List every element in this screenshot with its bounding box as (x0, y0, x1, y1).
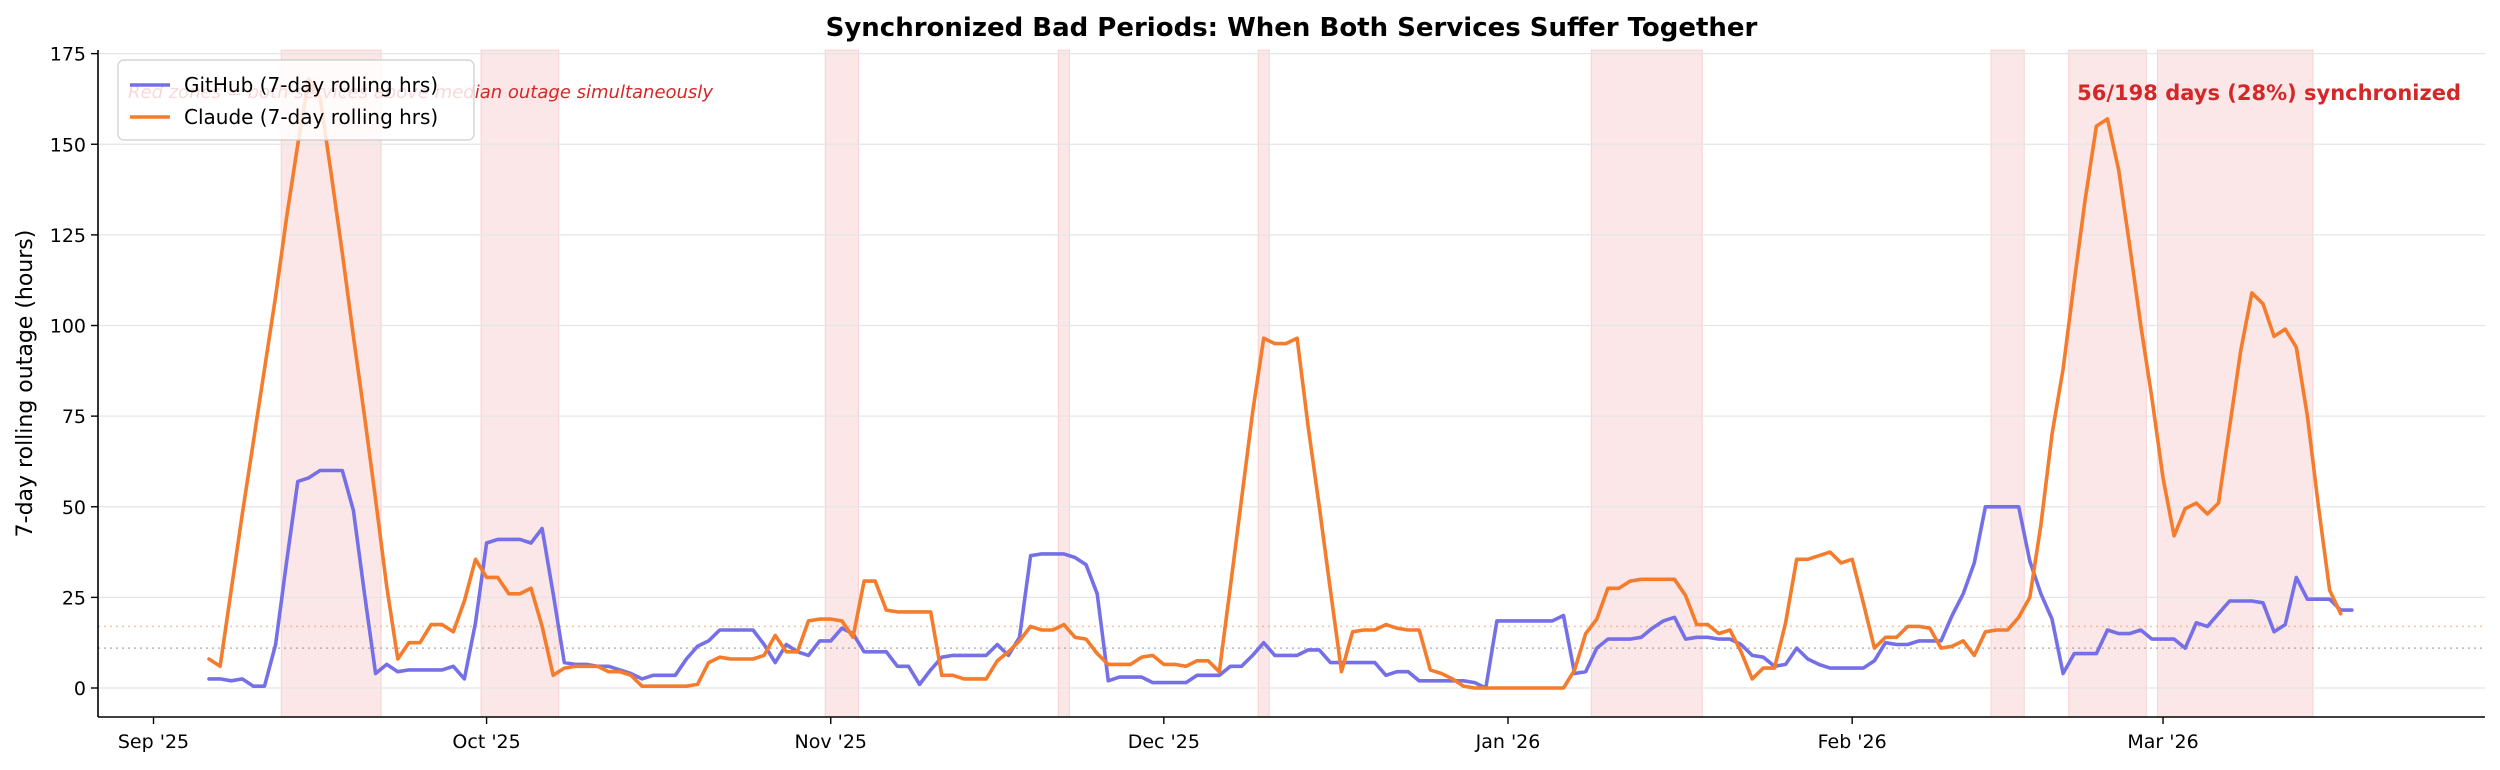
x-tick-label: Sep '25 (118, 731, 189, 753)
y-axis-label: 7-day rolling outage (hours) (13, 230, 38, 538)
legend-box (117, 59, 475, 141)
series-lines (207, 77, 2354, 690)
y-tick-label: 150 (50, 134, 86, 156)
y-tick-label: 100 (50, 316, 86, 338)
sync-zone (1257, 49, 1270, 718)
x-tick-label: Jan '26 (1475, 731, 1541, 753)
github-series-line (207, 468, 2354, 690)
x-tick-label: Mar '26 (2127, 731, 2198, 753)
legend: GitHub (7-day rolling hrs) Claude (7-day … (117, 59, 475, 141)
x-tick-label: Oct '25 (452, 731, 520, 753)
sync-zones (280, 49, 2314, 718)
x-tick-label: Dec '25 (1128, 731, 1200, 753)
sync-zone (824, 49, 860, 718)
claude-legend-label: Claude (7-day rolling hrs) (184, 105, 438, 129)
y-tick-label: 25 (62, 587, 86, 609)
sync-zone (1990, 49, 2025, 718)
y-tick-label: 50 (62, 497, 86, 519)
sync-zone (1057, 49, 1070, 718)
axes (97, 50, 2485, 718)
grid-lines (98, 53, 2485, 689)
y-tick-label: 0 (74, 678, 86, 700)
sync-summary-label: 56/198 days (28%) synchronized (2077, 81, 2461, 105)
chart-title: Synchronized Bad Periods: When Both Serv… (826, 13, 1758, 43)
sync-zone (2068, 49, 2147, 718)
median-lines (98, 625, 2485, 649)
sync-zone (480, 49, 560, 718)
claude-series-line (207, 77, 2343, 690)
y-tick-label: 125 (50, 225, 86, 247)
y-tick-label: 75 (62, 406, 86, 428)
y-ticks: 0 25 50 75 100 125 150 175 (50, 44, 98, 700)
sync-zone (1590, 49, 1703, 718)
x-tick-label: Feb '26 (1818, 731, 1887, 753)
y-tick-label: 175 (50, 44, 86, 66)
github-legend-label: GitHub (7-day rolling hrs) (184, 73, 438, 97)
x-ticks: Sep '25 Oct '25 Nov '25 Dec '25 Jan '26 Feb '… (118, 717, 2199, 753)
x-tick-label: Nov '25 (794, 731, 867, 753)
